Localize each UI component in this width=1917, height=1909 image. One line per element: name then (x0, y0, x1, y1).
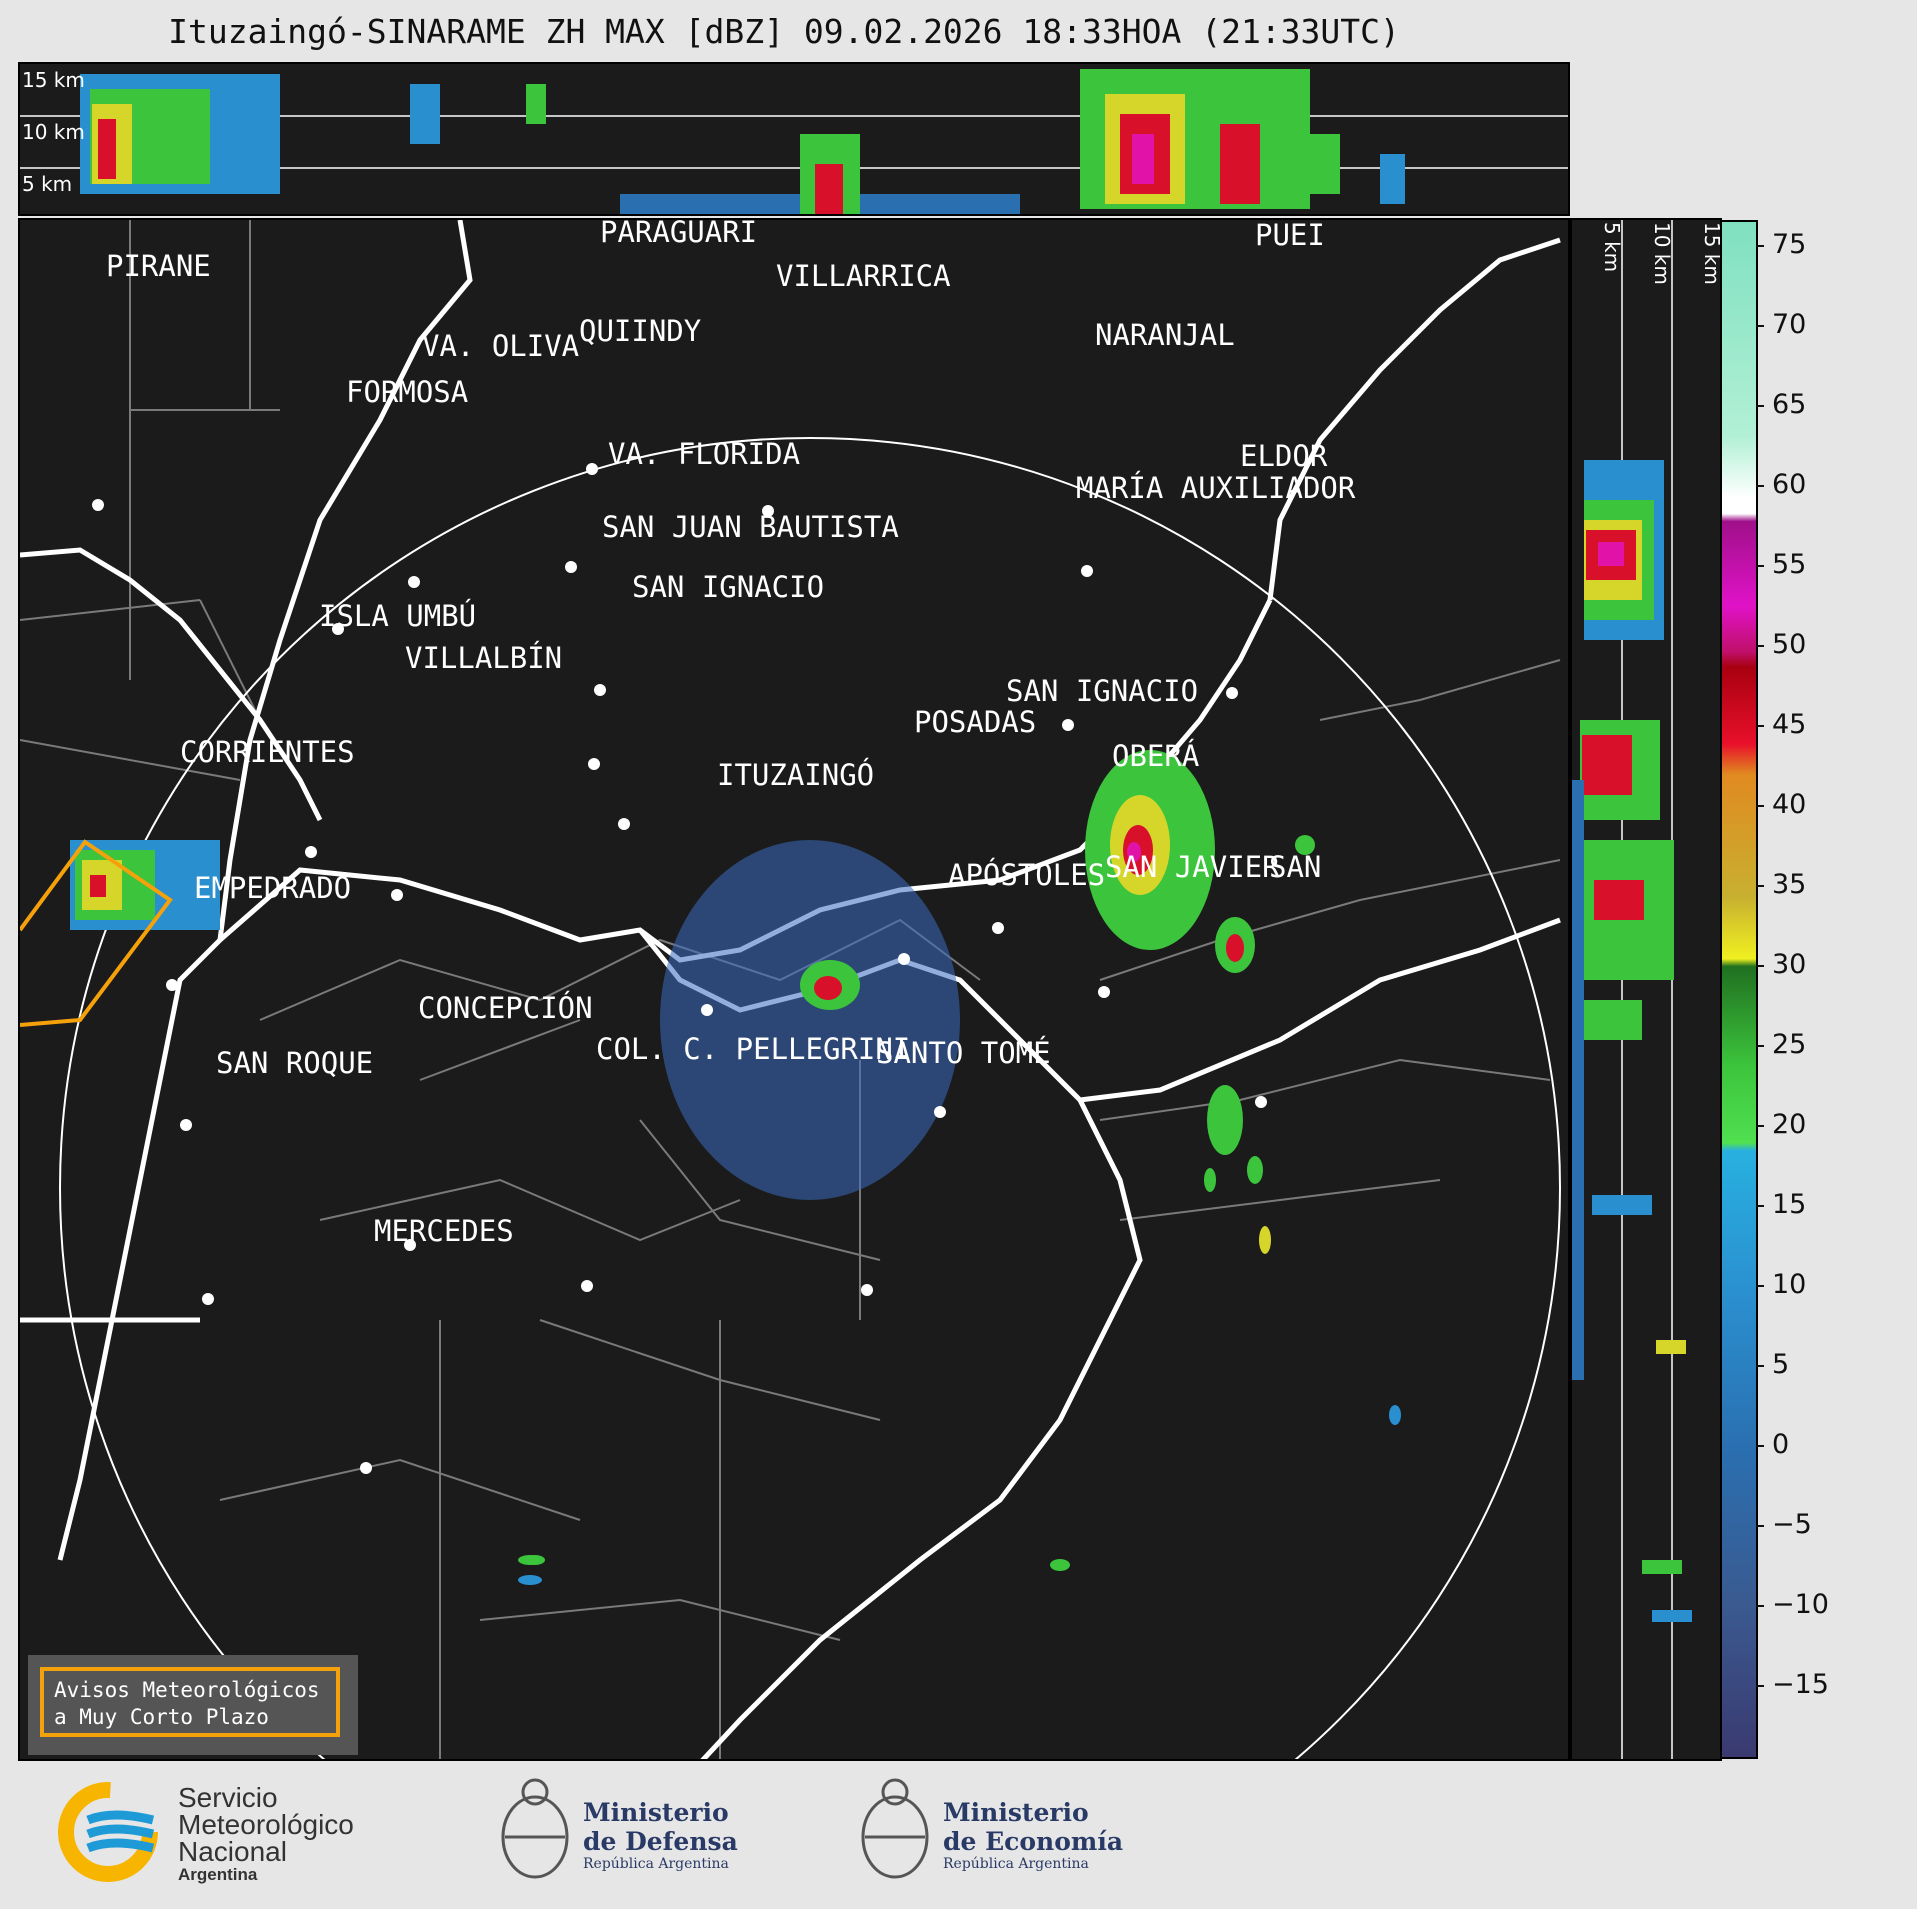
height-label-15km: 15 km (22, 68, 85, 92)
city-label: VA. OLIVA (422, 329, 579, 363)
city-label: SAN (1269, 850, 1321, 884)
city-label: SAN IGNACIO (632, 570, 824, 604)
colorbar-tick: 5 (1755, 1349, 1789, 1380)
height-label-5km: 5 km (22, 172, 73, 196)
city-label: POSADAS (914, 705, 1036, 739)
radar-map-svg (20, 220, 1561, 1759)
economia-line3: República Argentina (943, 1856, 1089, 1872)
city-label-layer: PIRANE PARAGUARÍ VILLARRICA VA. OLIVA QU… (106, 220, 1356, 1248)
colorbar-tick: 40 (1755, 789, 1806, 820)
city-label: SAN ROQUE (216, 1046, 373, 1080)
colorbar-tick: 20 (1755, 1109, 1806, 1140)
defensa-logo: Ministerio de Defensa República Argentin… (495, 1772, 795, 1892)
city-label: SANTO TOMÉ (876, 1036, 1051, 1070)
city-label: FORMOSA (346, 375, 468, 409)
city-label: VA. FLORIDA (608, 437, 800, 471)
city-label: MARÍA AUXILIADOR (1076, 471, 1356, 505)
admin-borders (20, 220, 1561, 1759)
colorbar-tick: −5 (1756, 1509, 1812, 1540)
city-label: SAN JUAN BAUTISTA (602, 510, 899, 544)
city-label: ELDOR (1240, 439, 1328, 473)
height-label-10km: 10 km (22, 120, 85, 144)
side-cross-section-echoes (1572, 220, 1692, 1759)
colorbar-tick: 45 (1755, 709, 1806, 740)
reflectivity-colorbar (1720, 220, 1758, 1759)
smn-logo-icon (58, 1782, 158, 1882)
city-label: VILLARRICA (776, 259, 951, 293)
defensa-line1: Ministerio (583, 1798, 729, 1827)
city-label: OBERÁ (1112, 739, 1199, 773)
smn-line3: Nacional (178, 1836, 287, 1867)
colorbar-tick: 25 (1755, 1029, 1806, 1060)
top-cross-section-echoes (20, 69, 1568, 214)
city-label: SAN IGNACIO (1006, 674, 1198, 708)
side-cross-section-panel: 5 km 10 km 15 km (1570, 218, 1722, 1761)
defensa-line3: República Argentina (583, 1856, 729, 1872)
city-label: CORRIENTES (180, 735, 355, 769)
chart-title: Ituzaingó-SINARAME ZH MAX [dBZ] 09.02.20… (168, 12, 1400, 51)
city-label: ISLA UMBÚ (319, 599, 476, 633)
warning-legend-line2: a Muy Corto Plazo (54, 1705, 269, 1729)
colorbar-tick: 50 (1755, 629, 1806, 660)
economia-line1: Ministerio (943, 1798, 1089, 1827)
range-ring (59, 437, 1561, 1759)
colorbar-tick: 75 (1755, 229, 1806, 260)
warning-legend: Avisos Meteorológicos a Muy Corto Plazo (28, 1655, 358, 1755)
cities (92, 463, 1267, 1474)
city-label: MERCEDES (374, 1214, 514, 1248)
smn-line2: Meteorológico (178, 1809, 354, 1840)
warning-polygon (20, 839, 173, 1027)
economia-line2: de Economía (943, 1827, 1124, 1856)
smn-line1: Servicio (178, 1782, 278, 1813)
argentina-shield-icon (501, 1778, 569, 1879)
city-label: PUEI (1255, 220, 1325, 252)
city-label: EMPEDRADO (194, 871, 351, 905)
city-label: APÓSTOLES (948, 858, 1105, 892)
top-cross-section-panel: 15 km 10 km 5 km (18, 62, 1570, 216)
colorbar-tick: 30 (1755, 949, 1806, 980)
defensa-line2: de Defensa (583, 1827, 738, 1856)
warning-legend-frame: Avisos Meteorológicos a Muy Corto Plazo (40, 1667, 340, 1737)
city-label: SAN JAVIER (1105, 850, 1280, 884)
ground-clutter (660, 840, 960, 1200)
height-label-15km-side: 15 km (1700, 222, 1722, 285)
colorbar-tick: 60 (1755, 469, 1806, 500)
economia-logo: Ministerio de Economía República Argenti… (855, 1772, 1175, 1892)
radar-map: PIRANE PARAGUARÍ VILLARRICA VA. OLIVA QU… (18, 218, 1570, 1761)
colorbar-tick: 10 (1755, 1269, 1806, 1300)
colorbar-tick: 0 (1755, 1429, 1789, 1460)
colorbar-tick: 15 (1755, 1189, 1806, 1220)
colorbar-tick: 70 (1755, 309, 1806, 340)
city-label: PIRANE (106, 249, 211, 283)
argentina-shield-icon (861, 1778, 929, 1879)
city-label: COL. C. PELLEGRINI (596, 1032, 910, 1066)
colorbar-tick: −15 (1756, 1669, 1829, 1700)
city-label: VILLALBÍN (405, 641, 562, 675)
height-label-10km-side: 10 km (1650, 222, 1674, 285)
colorbar-tick: 65 (1755, 389, 1806, 420)
smn-line4: Argentina (178, 1865, 258, 1884)
colorbar-tick: 35 (1755, 869, 1806, 900)
city-label: NARANJAL (1095, 318, 1235, 352)
warning-legend-line1: Avisos Meteorológicos (54, 1678, 320, 1702)
city-label: CONCEPCIÓN (418, 991, 593, 1025)
city-label: ITUZAINGÓ (717, 758, 874, 792)
city-label: QUIINDY (579, 314, 701, 348)
colorbar-tick: 55 (1755, 549, 1806, 580)
height-label-5km-side: 5 km (1600, 222, 1624, 273)
smn-logo: Servicio Meteorológico Nacional Argentin… (58, 1780, 398, 1890)
colorbar-tick: −10 (1756, 1589, 1829, 1620)
city-label: PARAGUARÍ (600, 220, 757, 249)
